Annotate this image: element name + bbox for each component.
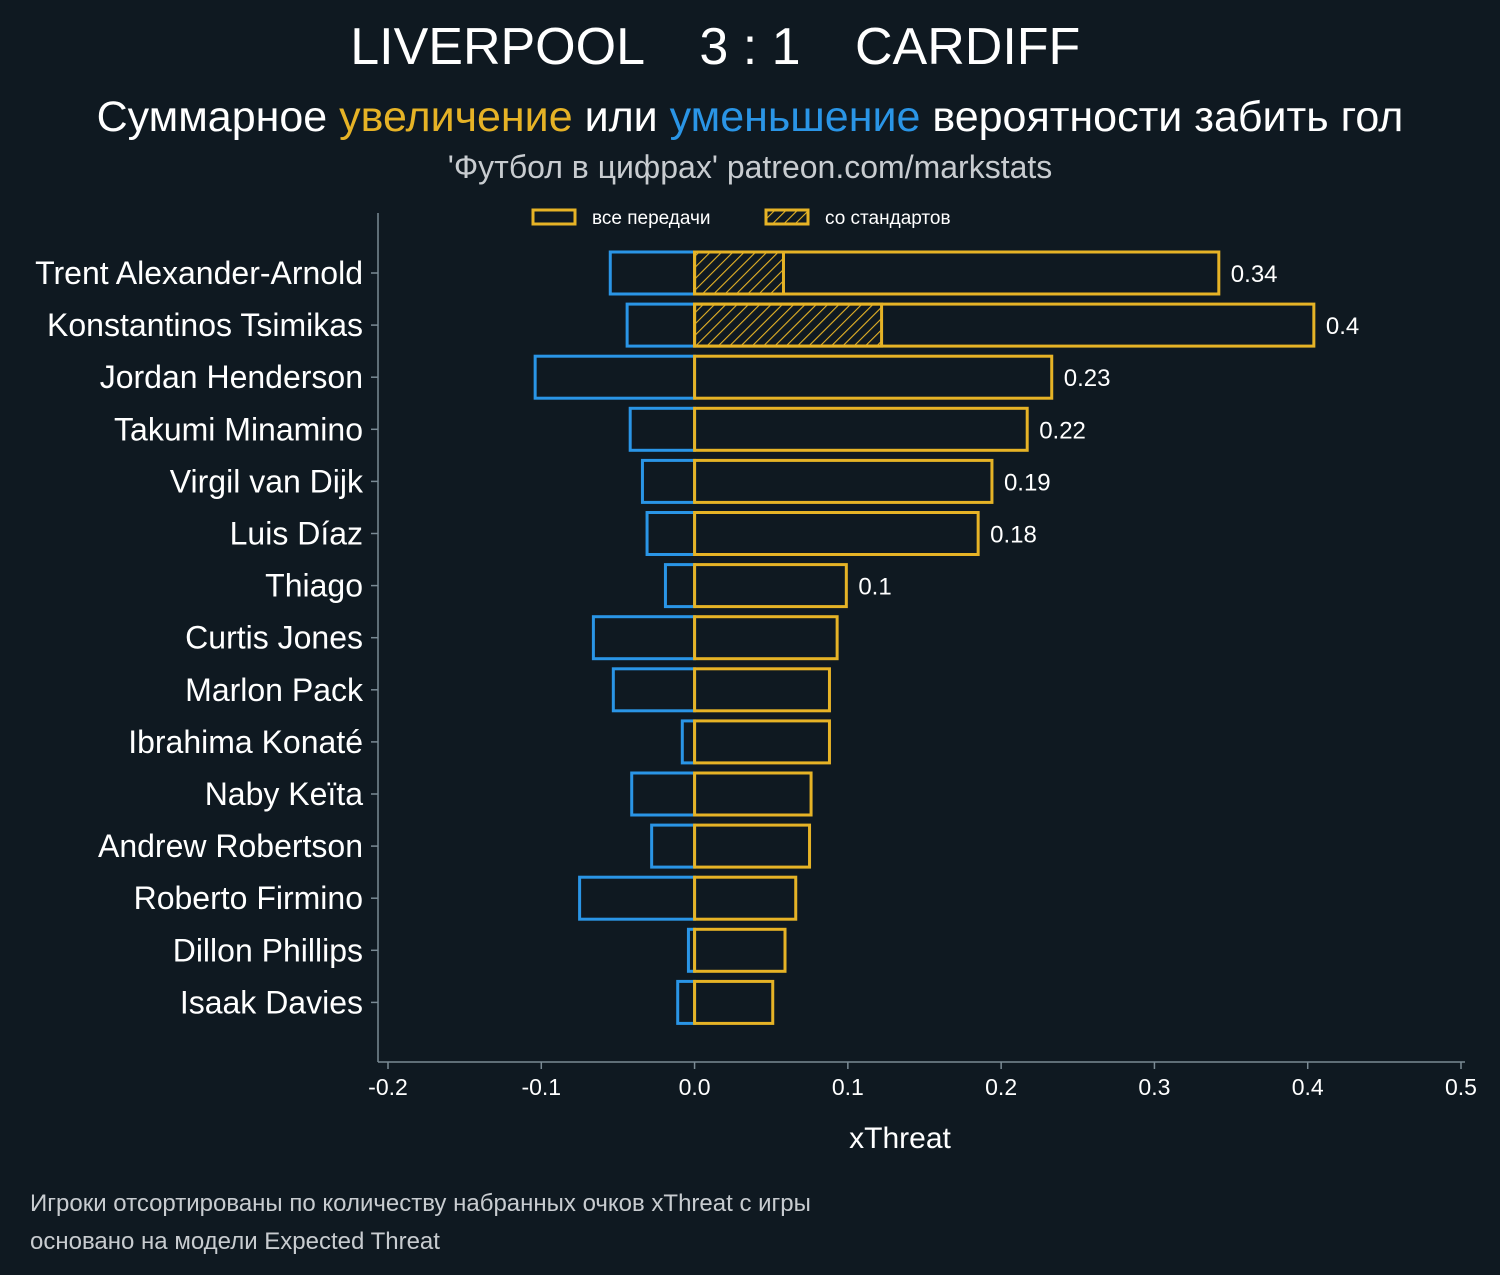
bar-positive [693, 667, 831, 713]
bar-positive [693, 615, 839, 661]
legend-label-set-pieces: со стандартов [825, 208, 951, 229]
x-tick-label: 0.4 [1292, 1074, 1324, 1100]
x-tick-label: 0.3 [1138, 1074, 1170, 1100]
bar-negative [663, 563, 697, 609]
bar-value-label: 0.23 [1064, 365, 1111, 392]
x-tick-label: -0.1 [521, 1074, 561, 1100]
bar-negative [608, 250, 697, 296]
match-score: 3 : 1 [699, 18, 800, 76]
bar-negative [680, 719, 697, 765]
bar-positive [693, 302, 1316, 348]
bar-positive [693, 979, 775, 1025]
bar-value-label: 0.1 [858, 574, 891, 601]
bar-negative [676, 979, 697, 1025]
subtitle-decrease: уменьшение [670, 93, 921, 141]
bar-negative [578, 875, 697, 921]
player-label: Andrew Robertson [98, 828, 363, 864]
player-label: Konstantinos Tsimikas [47, 307, 363, 343]
subtitle-increase: увеличение [339, 93, 572, 141]
player-label: Dillon Phillips [173, 932, 363, 968]
bar-positive [693, 354, 1054, 400]
bar-negative [625, 302, 697, 348]
bar-positive [693, 511, 980, 556]
player-label: Isaak Davies [180, 984, 363, 1020]
bar-negative [650, 823, 697, 869]
subtitle-part-5: вероятности забить гол [920, 93, 1403, 141]
y-ticks: Trent Alexander-Arnold Konstantinos Tsimi… [35, 255, 378, 1020]
x-tick-label: 0.2 [985, 1074, 1017, 1100]
away-team: CARDIFF [855, 18, 1080, 76]
bar-value-label: 0.18 [990, 522, 1037, 549]
bar-negative [640, 458, 697, 504]
bar-negative [591, 615, 697, 661]
x-axis-title: xThreat [849, 1122, 951, 1155]
bar-positive [693, 458, 994, 504]
player-label: Marlon Pack [185, 672, 364, 708]
player-label: Virgil van Dijk [170, 463, 364, 499]
source-credit: 'Футбол в цифрах' patreon.com/markstats [448, 149, 1053, 185]
bar-value-label: 0.34 [1231, 261, 1278, 288]
player-label: Jordan Henderson [100, 359, 363, 395]
footnote-line-1: Игроки отсортированы по количеству набра… [30, 1190, 811, 1217]
x-ticks: -0.2 -0.1 0.0 0.1 0.2 0.3 0.4 0.5 [368, 1062, 1477, 1100]
bar-positive [693, 771, 813, 817]
bar-positive [693, 250, 1221, 296]
legend-label-all-passes: все передачи [592, 208, 711, 229]
x-tick-label: 0.5 [1445, 1074, 1477, 1100]
chart-subtitle: Суммарное увеличение или уменьшение веро… [97, 93, 1404, 141]
bars-layer: 0.34 0.4 0.23 0.22 0.19 0.18 0.1 [533, 250, 1359, 1025]
bar-positive [693, 823, 812, 869]
player-label: Luis Díaz [230, 516, 363, 552]
bar-set-piece [693, 250, 785, 296]
bar-value-label: 0.19 [1004, 469, 1051, 496]
player-label: Naby Keïta [205, 776, 364, 812]
player-label: Takumi Minamino [114, 411, 363, 447]
player-label: Curtis Jones [185, 620, 363, 656]
legend: все передачи со стандартов [531, 208, 951, 229]
bar-positive [693, 875, 798, 921]
bar-negative [611, 667, 697, 713]
subtitle-part-1: Суммарное [97, 93, 340, 141]
bar-positive [693, 719, 831, 765]
bar-positive [693, 927, 787, 973]
bar-positive [693, 406, 1029, 452]
bar-value-label: 0.4 [1326, 313, 1359, 340]
subtitle-part-3: или [573, 93, 670, 141]
player-label: Roberto Firmino [134, 880, 363, 916]
legend-swatch-set-pieces [764, 208, 810, 226]
home-team: LIVERPOOL [350, 18, 645, 76]
player-label: Trent Alexander-Arnold [35, 255, 363, 291]
footnote-line-2: основано на модели Expected Threat [30, 1228, 440, 1255]
bar-positive [693, 563, 848, 609]
bar-negative [630, 771, 697, 817]
player-label: Ibrahima Konaté [128, 724, 363, 760]
bar-negative [628, 406, 697, 452]
bar-value-label: 0.22 [1039, 417, 1086, 444]
x-tick-label: 0.0 [679, 1074, 711, 1100]
x-tick-label: -0.2 [368, 1074, 408, 1100]
bar-negative [533, 354, 697, 400]
bar-set-piece [693, 302, 884, 348]
bar-negative [645, 511, 697, 556]
x-tick-label: 0.1 [832, 1074, 864, 1100]
player-label: Thiago [265, 568, 363, 604]
legend-swatch-all-passes [531, 208, 577, 226]
